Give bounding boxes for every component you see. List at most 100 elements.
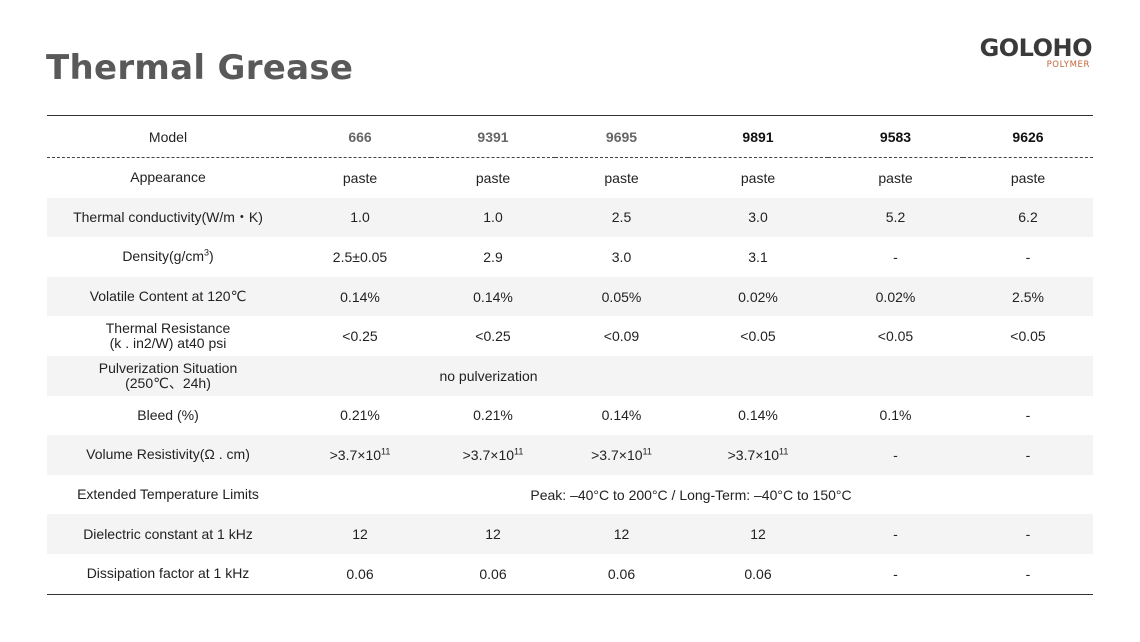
model-header: 9391 <box>431 115 555 158</box>
row-label: Thermal conductivity(W/m・K) <box>47 197 289 238</box>
table-cell: <0.25 <box>342 328 378 345</box>
table-row: Dissipation factor at 1 kHz 0.06 0.06 0.… <box>47 554 1093 594</box>
table-cell: 5.2 <box>828 197 963 238</box>
row-label: Volatile Content at 120℃ <box>47 276 289 317</box>
table-cell: 0.14% <box>738 407 778 424</box>
value-exponent: 11 <box>779 446 789 457</box>
table-cell: 0.05% <box>555 276 688 317</box>
table-cell: 3.0 <box>688 197 828 238</box>
row-label: Volume Resistivity(Ω . cm) <box>47 435 289 475</box>
model-header: 9626 <box>963 115 1093 158</box>
table-cell: 0.06 <box>479 565 507 582</box>
row-label: Dissipation factor at 1 kHz <box>86 565 250 582</box>
merged-cell: Peak: –40°C to 200°C / Long-Term: –40°C … <box>530 486 852 503</box>
row-label-line1: Pulverization Situation <box>98 359 238 376</box>
brand-logo: GOLOHO POLYMER <box>968 34 1093 70</box>
model-header: 666 <box>289 115 431 158</box>
table-cell: 0.14% <box>431 276 555 317</box>
model-header: 9891 <box>688 115 828 158</box>
table-cell: 3.0 <box>611 248 632 265</box>
header-row: Model 666 9391 9695 9891 9583 9626 <box>47 115 1093 158</box>
row-label-line2: (250℃、24h) <box>125 374 211 391</box>
logo-wordmark: GOLOHO <box>979 34 1093 62</box>
table-cell: 0.21% <box>473 407 513 424</box>
table-cell: paste <box>878 169 913 186</box>
value-base: >3.7×10 <box>591 446 643 463</box>
table-cell: - <box>963 435 1093 475</box>
table-row: Volume Resistivity(Ω . cm) >3.7×1011 >3.… <box>47 435 1093 475</box>
table-cell: paste <box>475 169 511 186</box>
spec-table: Model 666 9391 9695 9891 9583 9626 Appea… <box>47 115 1093 595</box>
model-header: 9695 <box>555 115 688 158</box>
value-base: >3.7×10 <box>462 446 515 463</box>
table-cell: 2.5% <box>963 276 1093 317</box>
table-cell: - <box>893 565 898 582</box>
row-label-tail: ) <box>209 248 214 265</box>
row-label: Thermal Resistance (k . in2/W) at40 psi <box>47 316 289 356</box>
table-cell: paste <box>1010 169 1046 186</box>
row-label: Bleed (%) <box>137 406 199 423</box>
row-label: Dielectric constant at 1 kHz <box>47 514 289 554</box>
table-cell: - <box>1025 407 1031 424</box>
table-cell <box>828 355 963 396</box>
table-cell: 1.0 <box>431 197 555 238</box>
table-cell: 0.02% <box>828 276 963 317</box>
table-row: Density(g/cm3) 2.5±0.05 2.9 3.0 3.1 - - <box>47 237 1093 277</box>
table-row: Bleed (%) 0.21% 0.21% 0.14% 0.14% 0.1% - <box>47 396 1093 436</box>
table-cell: 0.06 <box>607 565 636 582</box>
row-label-line1: Thermal Resistance <box>105 320 231 337</box>
table-row: Thermal Resistance (k . in2/W) at40 psi <… <box>47 316 1093 356</box>
table-row: Appearance paste paste paste paste paste… <box>47 158 1093 198</box>
table-cell: 2.5 <box>555 197 688 238</box>
row-label: Pulverization Situation (250℃、24h) <box>47 355 289 396</box>
table-row: Pulverization Situation (250℃、24h) no pul… <box>47 355 1093 396</box>
table-cell: - <box>893 248 898 265</box>
row-label-superscript: 3 <box>204 247 210 258</box>
table-cell: - <box>963 514 1093 554</box>
table-cell: 12 <box>688 514 828 554</box>
table-cell: - <box>1025 565 1031 582</box>
table-cell: <0.05 <box>1010 328 1046 345</box>
table-cell: paste <box>740 169 776 186</box>
table-cell: 0.02% <box>688 276 828 317</box>
header-label: Model <box>47 115 289 158</box>
row-label-text: Density(g/cm <box>122 248 204 265</box>
table-cell: 3.1 <box>748 248 768 265</box>
table-cell: >3.7×1011 <box>431 435 555 475</box>
table-cell: 0.21% <box>340 407 380 424</box>
table-cell: <0.05 <box>877 328 914 345</box>
table-cell: 12 <box>289 514 431 554</box>
model-header: 9583 <box>828 115 963 158</box>
table-cell: 12 <box>555 514 688 554</box>
row-label-line2: (k . in2/W) at40 psi <box>109 335 227 352</box>
table-cell: <0.05 <box>740 328 776 345</box>
table-cell: 0.06 <box>346 565 374 582</box>
table-cell: 0.06 <box>744 565 772 582</box>
row-label: Appearance <box>130 169 206 186</box>
table-cell: 2.9 <box>483 248 503 265</box>
row-label: Extended Temperature Limits <box>77 486 259 503</box>
table-row: Dielectric constant at 1 kHz 12 12 12 12… <box>47 514 1093 554</box>
table-cell: 0.14% <box>289 276 431 317</box>
table-cell <box>963 355 1093 396</box>
table-cell: <0.25 <box>475 328 511 345</box>
table-cell: 6.2 <box>963 197 1093 238</box>
table-cell: <0.09 <box>603 328 640 345</box>
table-cell: 0.1% <box>879 407 912 424</box>
table-cell: 0.14% <box>601 407 642 424</box>
table-cell: >3.7×1011 <box>289 435 431 475</box>
logo-subtitle: POLYMER <box>1046 60 1090 70</box>
table-cell: 12 <box>431 514 555 554</box>
table-row: Thermal conductivity(W/m・K) 1.0 1.0 2.5 … <box>47 197 1093 238</box>
table-cell: >3.7×1011 <box>688 435 828 475</box>
value-exponent: 11 <box>514 446 524 457</box>
table-cell: - <box>828 435 963 475</box>
table-cell: 2.5±0.05 <box>332 248 388 265</box>
table-cell: - <box>1025 248 1031 265</box>
value-base: >3.7×10 <box>329 446 382 463</box>
table-cell: 1.0 <box>289 197 431 238</box>
table-cell <box>688 355 828 396</box>
value-exponent: 11 <box>381 446 391 457</box>
page-title: Thermal Grease <box>46 48 354 88</box>
table-cell: >3.7×1011 <box>555 435 688 475</box>
